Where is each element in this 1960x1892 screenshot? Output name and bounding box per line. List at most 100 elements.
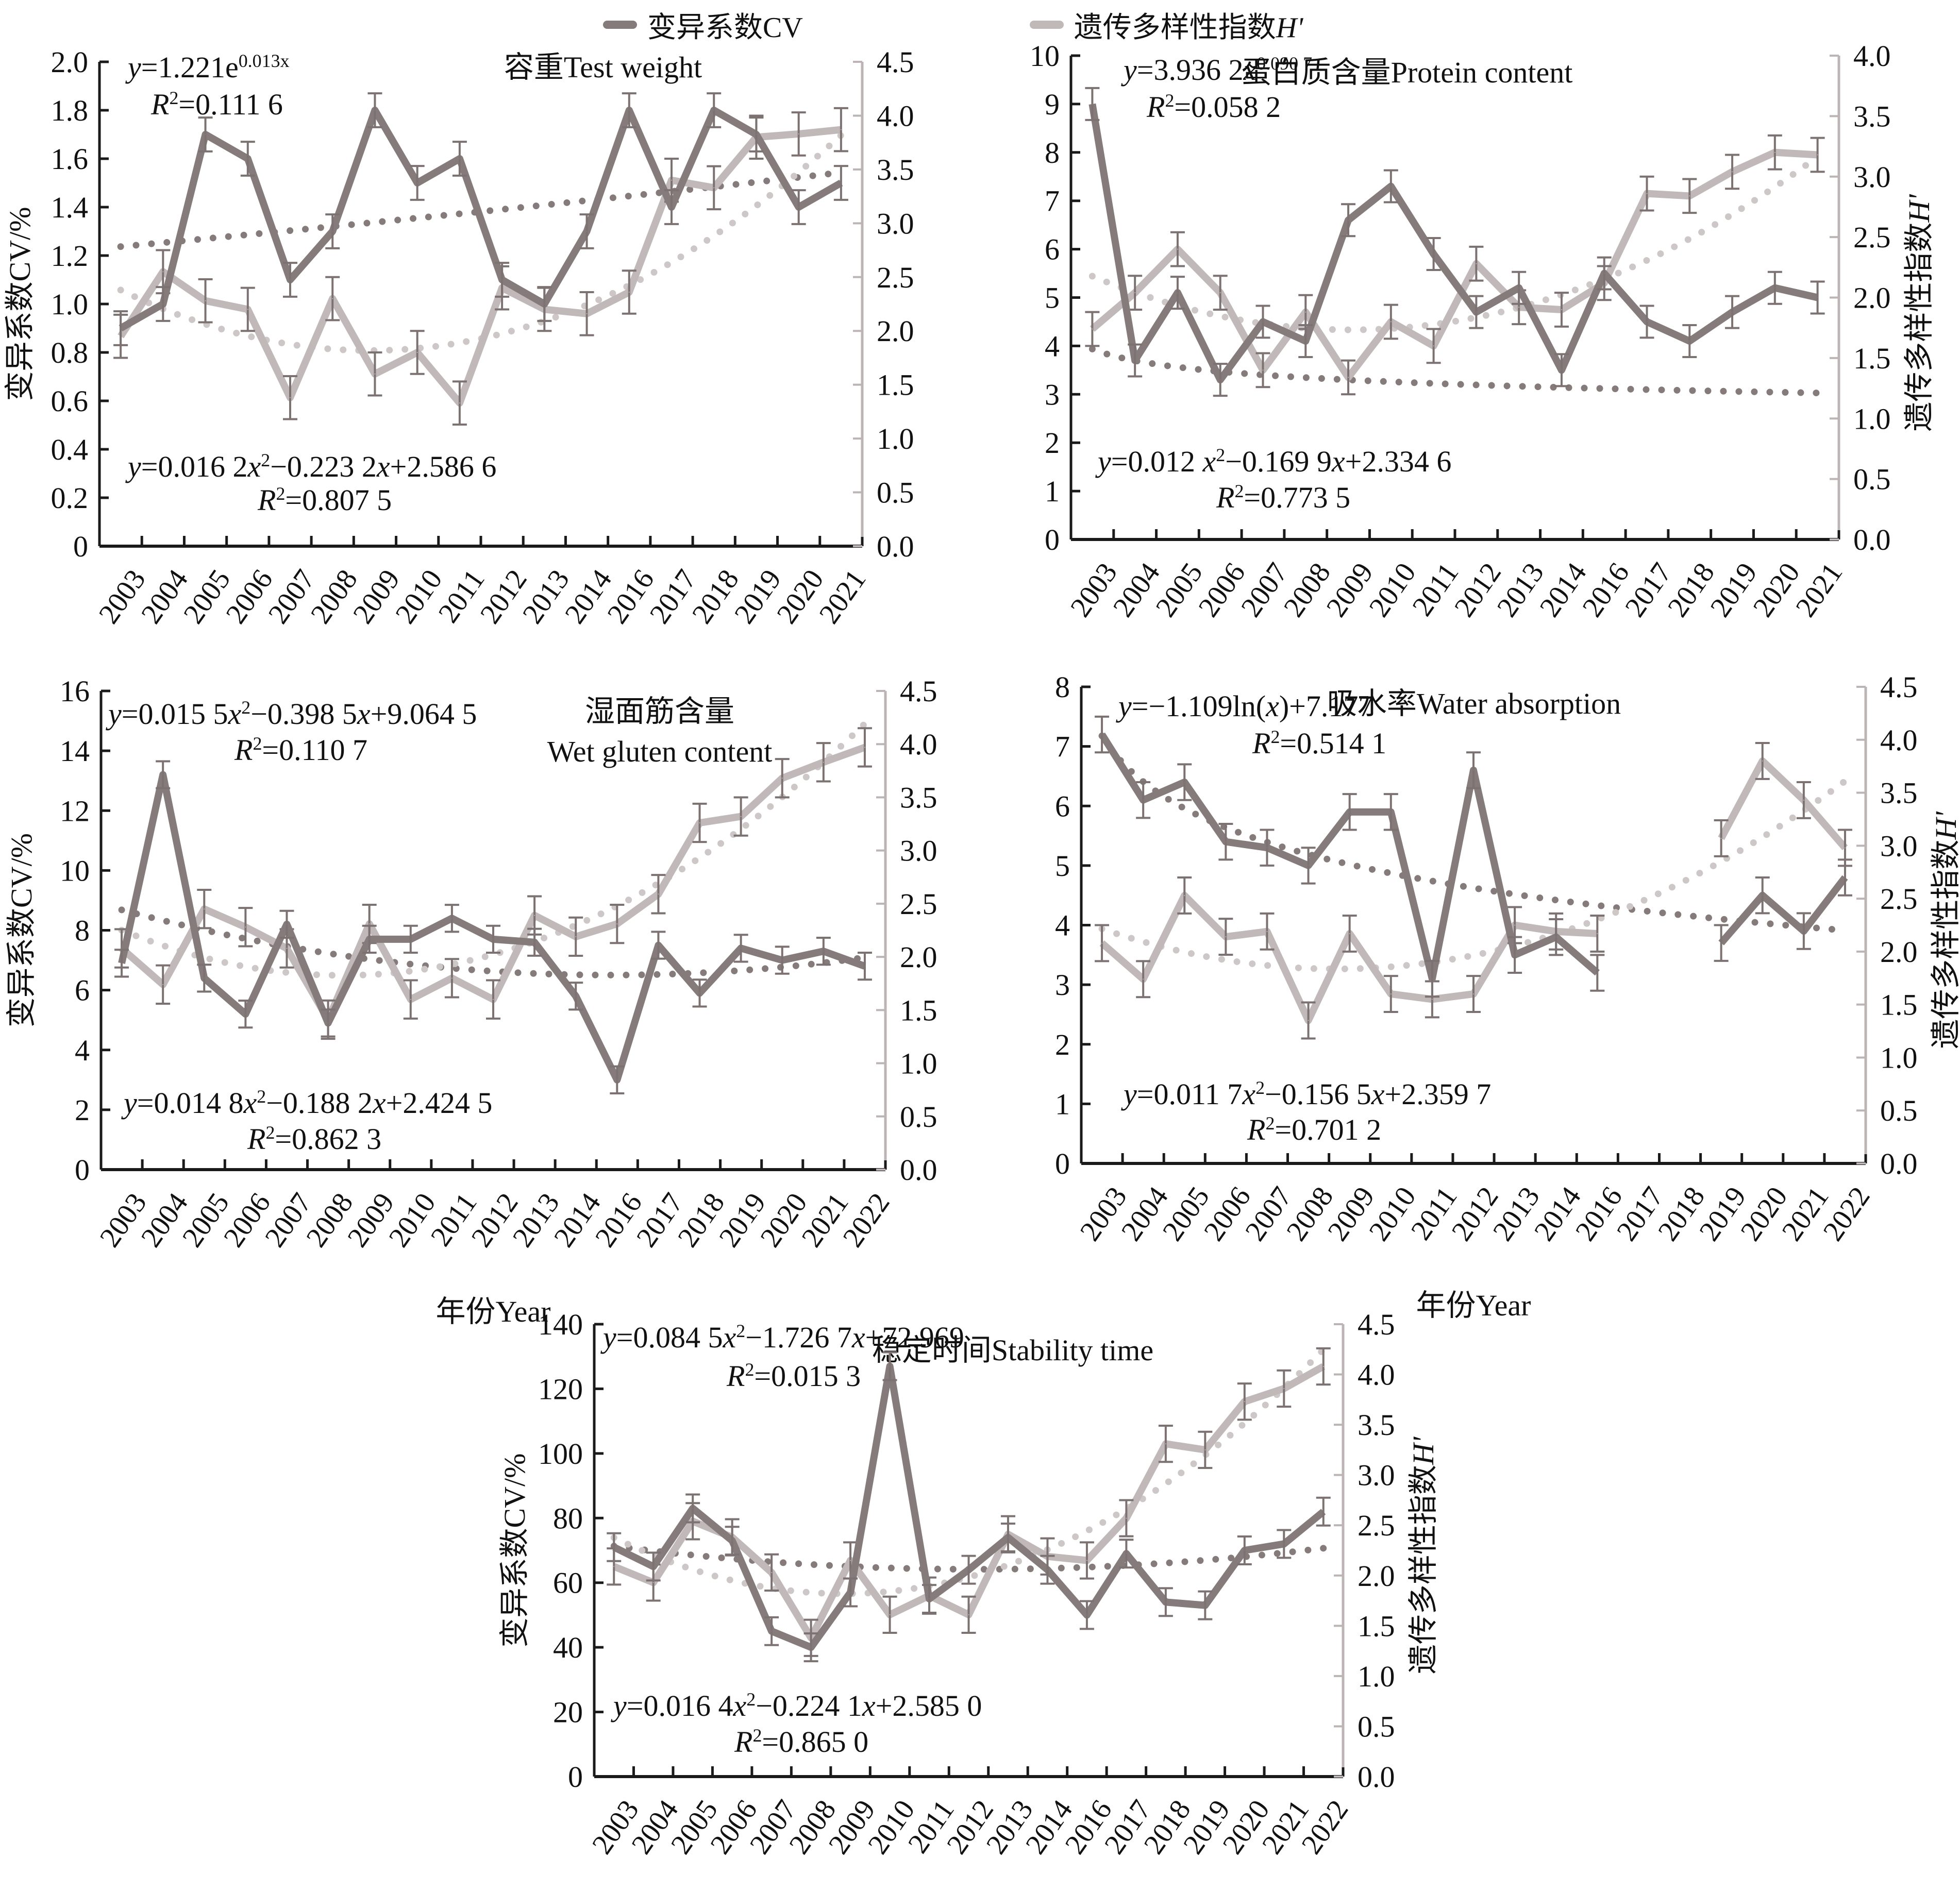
equation-h-part: 2 [257,1086,266,1107]
data-point-cv [1047,1569,1048,1570]
x-tick-label: 2020 [1734,1181,1794,1246]
equation-h-part: x [732,1689,746,1722]
right-tick-label: 3.0 [1853,160,1891,194]
left-axis-title: 变异系数CV/% [498,1453,531,1647]
x-tick-label: 2007 [259,1187,318,1253]
data-point-h [968,1614,969,1615]
equation-h-r2: R2=0.701 2 [1247,1113,1381,1146]
equation-cv: y=0.015 5x2−0.398 5x+9.064 5 [106,697,477,731]
equation-cv-r2-part: =0.015 3 [754,1359,861,1393]
data-point-cv [410,938,411,940]
data-point-h [1689,195,1690,197]
data-point-h [1518,307,1520,308]
data-point-cv [1184,782,1185,783]
right-axis-title-main: 遗传多样性指数 [1406,1465,1440,1674]
x-tick-label: 2022 [837,1187,896,1253]
data-point-h [1244,1401,1245,1403]
data-point-h [1348,377,1349,378]
right-tick-label: 2.5 [1358,1509,1395,1542]
left-tick-label: 60 [553,1566,583,1600]
right-axis-title: 遗传多样性指数H' [1929,811,1960,1049]
equation-h-part: −0.188 2 [266,1086,373,1120]
right-tick-label: 4.0 [1358,1358,1395,1392]
right-tick-label: 0.5 [1880,1094,1918,1127]
equation-h-part: +2.334 6 [1345,445,1452,478]
equation-h-part: =0.016 4 [627,1689,733,1722]
data-point-cv [534,941,535,943]
x-tick-label: 2009 [1321,1181,1381,1246]
data-point-cv [1126,1553,1127,1555]
x-tick-label: 2008 [1278,557,1337,622]
left-axis-title: 变异系数CV/% [3,207,37,401]
left-tick-label: 3 [1045,378,1060,411]
x-tick-label: 2021 [813,564,873,629]
data-point-h [613,1566,615,1567]
data-point-cv [864,966,865,967]
x-tick-label: 2017 [630,1187,690,1253]
left-tick-label: 0 [73,530,88,563]
data-point-h [1597,933,1598,934]
x-tick-label: 2006 [1198,1181,1257,1246]
x-tick-label: 2014 [548,1187,607,1253]
equation-h-part: x [1242,1077,1255,1111]
equation-cv-part: 2 [241,697,250,718]
data-point-cv [850,1592,851,1593]
right-tick-label: 0.5 [1358,1710,1395,1743]
equation-h-part: x [862,1689,876,1722]
left-tick-label: 6 [1045,233,1060,266]
data-point-cv [1262,321,1264,323]
x-tick-label: 2012 [474,564,533,629]
equation-h-part: x [1331,445,1345,478]
data-point-cv [613,1546,615,1548]
left-tick-label: 14 [60,734,90,768]
x-tick-label: 2018 [672,1187,731,1253]
right-tick-label: 1.0 [1358,1660,1395,1693]
data-point-cv [1244,1550,1245,1551]
data-point-cv [781,959,783,961]
series-line-cv [1088,103,1819,384]
legend-label-h-main: 遗传多样性指数 [1074,11,1276,44]
left-tick-label: 0 [1055,1147,1070,1180]
data-point-cv [544,303,545,305]
data-point-h [1390,321,1392,323]
equation-h-r2-part: =0.865 0 [762,1725,868,1759]
data-point-h [652,1582,654,1583]
data-point-cv [616,1079,618,1080]
equation-h-r2-part: R [1247,1113,1265,1146]
right-tick-label: 0.0 [900,1153,937,1187]
equation-cv-r2-part: 2 [253,733,262,754]
left-tick-label: 4 [1045,329,1060,363]
data-point-h [162,271,164,273]
chart-title: 湿面筋含量 [585,695,734,728]
equation-h-part: y [125,450,141,483]
data-point-h [290,397,291,398]
data-point-h [1204,1449,1206,1450]
x-tick-label: 2010 [1363,557,1422,622]
data-point-cv [1219,379,1221,381]
right-tick-label: 4.5 [900,674,937,708]
right-tick-label: 2.5 [1853,221,1891,254]
data-point-h [332,298,333,299]
x-tick-label: 2019 [1693,1181,1752,1246]
right-tick-label: 2.5 [877,261,914,294]
right-tick-label: 1.5 [1358,1609,1395,1643]
x-tick-label: 2016 [1576,557,1635,622]
chart-1: 0 0.2 0.4 0.6 0.8 1.0 1.2 1.4 1.6 1.8 2.0 0.0 0.5 1.0… [3,45,914,630]
data-point-h [1646,193,1648,194]
right-tick-label: 3.0 [1880,829,1918,863]
left-tick-label: 6 [75,974,90,1007]
left-tick-label: 0.8 [51,336,89,369]
data-point-h [864,747,865,748]
data-point-cv [1431,978,1433,979]
x-tick-label: 2022 [1817,1181,1877,1246]
x-tick-label: 2021 [1789,557,1849,622]
equation-cv-part: x [227,697,241,731]
x-tick-label: 2012 [1448,557,1507,622]
right-tick-label: 3.0 [877,207,914,240]
series-line-h [119,744,866,1023]
data-point-h [1283,1388,1285,1389]
data-point-h [493,999,494,1000]
right-tick-label: 1.5 [1853,342,1891,375]
x-tick-label: 2010 [389,564,448,629]
